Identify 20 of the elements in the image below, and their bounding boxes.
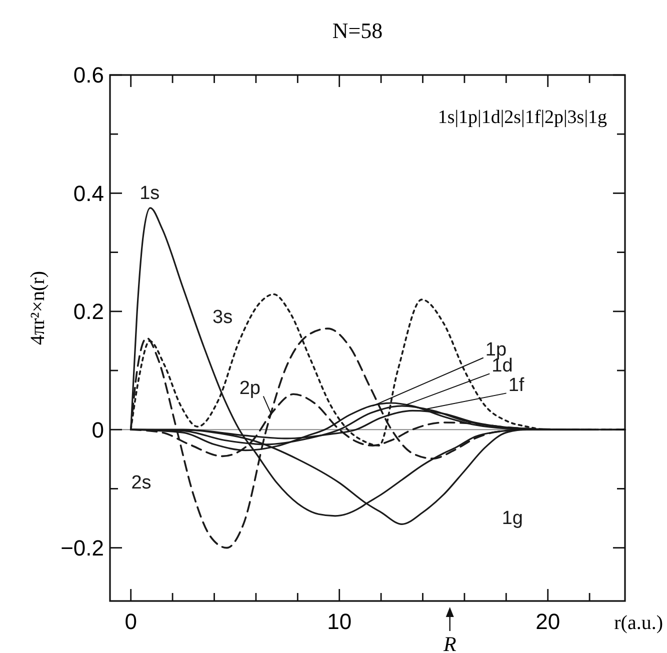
x-tick-label: 20: [536, 609, 560, 634]
y-tick-label: 0: [92, 417, 104, 442]
chart-title: N=58: [332, 18, 383, 43]
text: 1g: [502, 508, 523, 530]
series-label: 2p: [239, 378, 260, 400]
x-tick-label: 10: [327, 609, 352, 634]
series-label: 1s: [140, 183, 160, 204]
annotation: 1s|1p|1d|2s|1f|2p|3s|1g: [438, 107, 608, 128]
text: R: [442, 632, 456, 653]
series-label: 3s: [212, 307, 233, 328]
y-axis-title: 4πr²×n(r): [27, 270, 49, 346]
x-tick-label: 0: [124, 609, 137, 634]
series-label: 2s: [131, 472, 152, 494]
y-tick-label: −0.2: [60, 536, 104, 561]
y-tick-label: 0.4: [73, 180, 104, 206]
x-axis-title: r(a.u.): [614, 612, 663, 634]
text: 1p: [485, 340, 507, 361]
y-tick-label: 0.6: [73, 62, 104, 88]
y-tick-label: 0.2: [73, 299, 104, 324]
legend-label: 1f: [508, 375, 525, 396]
